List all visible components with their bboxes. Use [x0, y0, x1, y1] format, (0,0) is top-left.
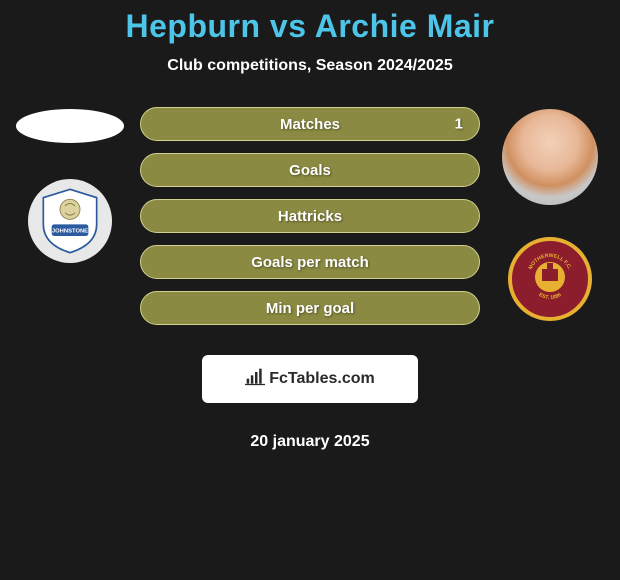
stat-label: Hattricks — [278, 208, 342, 225]
stat-label: Matches — [280, 116, 340, 133]
right-player-avatar — [502, 109, 598, 205]
stat-label: Min per goal — [266, 300, 354, 317]
stat-value-right: 1 — [455, 116, 463, 133]
comparison-card: Hepburn vs Archie Mair Club competitions… — [0, 0, 620, 451]
right-player-column: MOTHERWELL F.C. EST. 1886 — [485, 107, 615, 321]
page-title: Hepburn vs Archie Mair — [0, 8, 620, 45]
stat-row-goals-per-match: Goals per match — [140, 245, 480, 279]
stat-row-hattricks: Hattricks — [140, 199, 480, 233]
right-club-badge: MOTHERWELL F.C. EST. 1886 — [508, 237, 592, 321]
svg-text:JOHNSTONE: JOHNSTONE — [52, 229, 88, 235]
date-line: 20 january 2025 — [135, 433, 485, 451]
stat-label: Goals per match — [251, 254, 369, 271]
attribution-text: FcTables.com — [269, 370, 375, 388]
bar-chart-icon — [245, 368, 265, 391]
stat-label: Goals — [289, 162, 331, 179]
main-row: JOHNSTONE Matches 1 Goals Hattricks Goal… — [0, 107, 620, 451]
stats-column: Matches 1 Goals Hattricks Goals per matc… — [135, 107, 485, 451]
left-club-badge: JOHNSTONE — [28, 179, 112, 263]
stat-row-matches: Matches 1 — [140, 107, 480, 141]
subtitle: Club competitions, Season 2024/2025 — [0, 57, 620, 75]
stat-row-min-per-goal: Min per goal — [140, 291, 480, 325]
stat-row-goals: Goals — [140, 153, 480, 187]
st-johnstone-crest-icon: JOHNSTONE — [40, 185, 100, 257]
attribution-link[interactable]: FcTables.com — [202, 355, 418, 403]
left-player-column: JOHNSTONE — [5, 107, 135, 263]
left-player-avatar-placeholder — [16, 109, 124, 143]
motherwell-crest-icon: MOTHERWELL F.C. EST. 1886 — [522, 249, 578, 310]
